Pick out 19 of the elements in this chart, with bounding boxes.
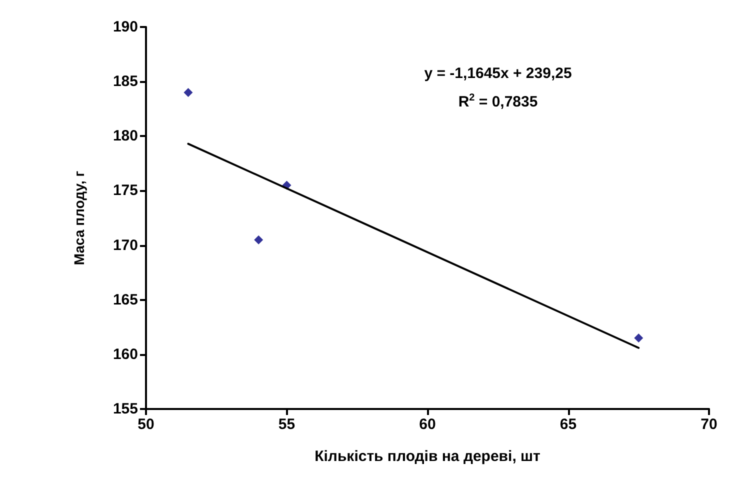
y-axis-title: Маса плоду, г — [71, 170, 87, 266]
point — [634, 334, 644, 343]
x-axis-title: Кількість плодів на дереві, шт — [314, 448, 540, 465]
x-tick-label: 55 — [278, 416, 296, 433]
point — [254, 235, 264, 244]
y-tick-label: 180 — [112, 128, 138, 145]
y-tick-label: 160 — [112, 346, 138, 363]
y-tick-label: 170 — [112, 236, 138, 254]
x-tick-label: 50 — [138, 416, 154, 433]
x-tick-label: 65 — [560, 416, 577, 433]
x-tick-label: 70 — [700, 416, 718, 433]
y-tick-label: 185 — [112, 73, 138, 90]
point — [184, 88, 193, 97]
y-tick-label: 165 — [112, 291, 138, 308]
annotation: y = -1,1645x + 239,25 — [424, 65, 572, 82]
y-tick-label: 155 — [112, 400, 138, 418]
y-tick-label: 190 — [112, 18, 138, 36]
y-tick-label: 175 — [112, 182, 138, 200]
x-tick-label: 60 — [419, 416, 436, 433]
